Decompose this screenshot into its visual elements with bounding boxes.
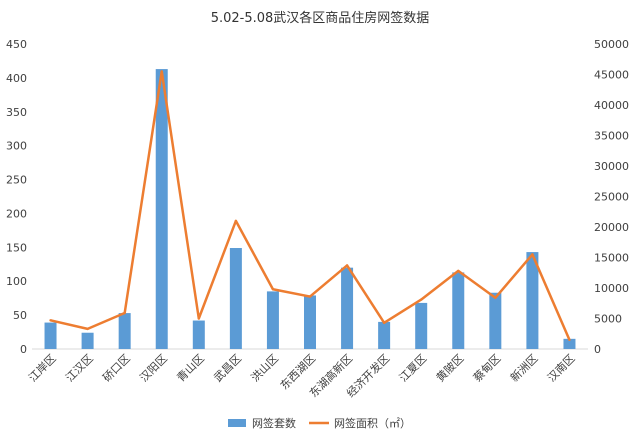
- bar: [266, 291, 279, 349]
- bar: [304, 295, 316, 349]
- y-left-tick-label: 150: [6, 241, 27, 254]
- y-left-tick-label: 0: [20, 343, 27, 356]
- x-category-label: 黄陂区: [433, 351, 466, 384]
- line-point: [420, 298, 423, 301]
- line-point: [86, 327, 89, 331]
- legend-bar-label: 网签套数: [252, 416, 296, 430]
- y-left-tick-label: 350: [6, 106, 27, 119]
- y-right-tick-label: 30000: [594, 160, 629, 173]
- bar: [341, 267, 354, 349]
- legend-bar-swatch: [228, 419, 246, 427]
- line-point: [494, 296, 497, 299]
- line-point: [123, 311, 126, 315]
- y-right-tick-label: 0: [594, 343, 601, 356]
- bar: [489, 292, 502, 349]
- line-point: [568, 338, 571, 342]
- line-point: [345, 264, 349, 267]
- bar: [192, 320, 205, 349]
- y-left-tick-label: 400: [6, 72, 27, 85]
- legend: 网签套数 网签面积（㎡）: [228, 416, 411, 430]
- y-right-tick-label: 50000: [594, 38, 629, 51]
- x-category-label: 新洲区: [507, 351, 540, 384]
- bar-series: [44, 69, 576, 350]
- y-left-tick-label: 100: [6, 275, 27, 288]
- bar: [415, 302, 428, 349]
- line-point: [49, 319, 52, 322]
- line-point: [160, 70, 163, 73]
- y-right-tick-label: 10000: [594, 282, 629, 295]
- line-point: [234, 219, 238, 223]
- x-category-label: 蔡甸区: [471, 352, 504, 385]
- x-category-label: 汉阳区: [137, 352, 170, 385]
- y-left-tick-label: 200: [6, 207, 27, 220]
- y-right-tick-label: 15000: [594, 252, 629, 265]
- bar: [118, 313, 131, 349]
- y-right-tick-label: 20000: [594, 221, 629, 234]
- legend-line-label: 网签面积（㎡）: [334, 416, 411, 430]
- line-point: [531, 253, 534, 256]
- bar: [563, 338, 576, 349]
- y-axis-left: 0 50 100 150 200 250 300 350 400 450: [6, 38, 27, 356]
- bar: [44, 322, 57, 349]
- bar: [155, 69, 168, 350]
- bar: [526, 252, 539, 349]
- chart-title: 5.02-5.08武汉各区商品住房网签数据: [211, 10, 430, 26]
- line-point: [271, 288, 275, 291]
- y-axis-right: 0 5000 10000 15000 20000 25000 30000 35000 40000…: [594, 38, 629, 356]
- x-category-label: 江夏区: [397, 352, 430, 385]
- y-left-tick-label: 450: [6, 38, 27, 51]
- bar: [81, 332, 94, 349]
- x-category-label: 武昌区: [211, 352, 244, 385]
- line-point: [382, 321, 386, 324]
- x-category-label: 洪山区: [248, 351, 281, 384]
- line-point: [308, 295, 312, 298]
- bar: [378, 321, 391, 349]
- y-left-tick-label: 50: [13, 309, 27, 322]
- bar: [452, 272, 465, 349]
- bar: [229, 248, 242, 349]
- y-right-tick-label: 40000: [594, 99, 629, 112]
- y-right-tick-label: 35000: [594, 130, 629, 143]
- y-left-tick-label: 250: [6, 174, 27, 187]
- y-left-tick-label: 300: [6, 140, 27, 153]
- line-point: [197, 317, 200, 320]
- x-category-label: 江岸区: [26, 352, 59, 385]
- line-point: [457, 269, 460, 273]
- line-series: [49, 70, 571, 342]
- y-right-tick-label: 5000: [594, 313, 622, 326]
- y-right-tick-label: 25000: [594, 191, 629, 204]
- x-category-label: 青山区: [174, 352, 207, 385]
- x-category-label: 江汉区: [63, 352, 96, 385]
- y-right-tick-label: 45000: [594, 69, 629, 82]
- x-category-label: 硚口区: [100, 352, 133, 385]
- x-category-label: 汉南区: [545, 352, 578, 385]
